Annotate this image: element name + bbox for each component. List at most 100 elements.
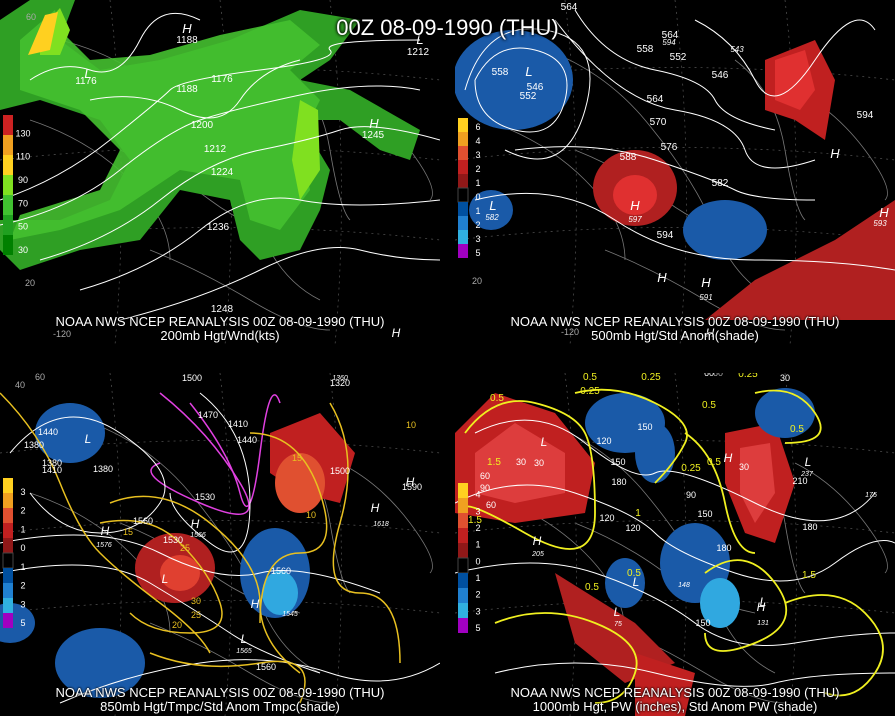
p500-grid-label: 20	[472, 276, 482, 286]
p500-legend-swatch	[458, 244, 468, 258]
p1000-contour-label: 60	[704, 373, 714, 378]
p200-legend-label: 50	[18, 222, 28, 232]
longitude-line	[219, 0, 232, 345]
p1000-contour-label: 30	[780, 373, 790, 383]
coastline-line	[149, 249, 331, 331]
p1000-pressure-center: L	[805, 455, 812, 469]
p1000-legend-label: 2	[475, 590, 480, 600]
p850-temp-label: 15	[123, 527, 133, 537]
p850-grid-label: 40	[15, 380, 25, 390]
p850-temp-contour	[329, 402, 401, 664]
p1000-pressure-center: H	[757, 600, 766, 614]
p1000-pw-label: 1.5	[487, 457, 501, 468]
panel-200mb: 130 110 90 70 50 30 1188 1176 1176 1188 1200 1212 12…	[0, 0, 440, 345]
p1000-pw-label: 1.5	[468, 515, 482, 526]
p850-contour-label: 1560	[133, 516, 153, 526]
p1000-center-value: 175	[865, 492, 877, 499]
p500-legend-swatch	[458, 160, 468, 174]
p200-contour-label: 1245	[362, 130, 385, 141]
p850-temp-label: 15	[292, 453, 302, 463]
p500-legend-label: 2	[475, 220, 480, 230]
p1000-legend-swatch	[458, 603, 468, 618]
p850-contour-label: 1560	[256, 662, 276, 672]
p1000-legend-label: 3	[475, 606, 480, 616]
p850-magenta-contour	[150, 392, 250, 515]
p850-center-value: 1360	[332, 375, 348, 382]
pw-anomaly-shading	[555, 573, 675, 683]
p1000-contour-label: 120	[596, 436, 611, 446]
p850-temp-label: 25	[180, 543, 190, 553]
p850-center-value: 1576	[96, 542, 112, 549]
coastline-line	[794, 462, 888, 574]
p850-pressure-center: H	[251, 597, 260, 611]
temperature-anomaly-shading	[275, 453, 325, 513]
latitude-line	[0, 600, 440, 614]
p1000-pw-label: 0.5	[490, 393, 504, 404]
latitude-line	[455, 600, 895, 614]
p850-temp-contour	[99, 519, 223, 634]
p200-legend-label: 90	[18, 175, 28, 185]
p1000-legend-swatch	[458, 483, 468, 498]
p1000-contour-label: 180	[611, 477, 626, 487]
p200-legend-swatch	[3, 215, 13, 235]
pw-anomaly-shading	[635, 423, 675, 483]
p850-temp-label: 25	[191, 610, 201, 620]
p850-legend-swatch	[2, 552, 14, 569]
p850-contour	[59, 659, 440, 704]
p850-contour	[0, 534, 381, 594]
panel-850mb-caption-field: 850mb Hgt/Tmpc/Std Anom Tmpc(shade)	[100, 699, 340, 714]
p500-contour-label: 558	[492, 67, 509, 78]
map-850mb: 3210123515001380144014701410144013801410…	[0, 373, 440, 716]
p1000-center-value: 148	[678, 582, 690, 589]
p500-legend-swatch	[458, 132, 468, 146]
p850-contour-label: 1560	[271, 566, 291, 576]
p500-contour-label: 564	[647, 94, 664, 105]
p1000-legend-label: 2	[475, 523, 480, 533]
p200-axis-mark: H	[392, 326, 401, 340]
p1000-legend-swatch	[458, 513, 468, 528]
p850-contour-label: 1380	[42, 458, 62, 468]
p500-contour-label: 558	[637, 44, 654, 55]
wind-speed-shading	[28, 12, 58, 55]
panel-1000mb: 4 3 2 1 0 1 2 3 5 60 90 30 120 150 180 90 120 150 180 60 30 1…	[455, 373, 895, 716]
p200-contour-label: 1236	[207, 222, 230, 233]
wind-speed-shading	[292, 100, 320, 200]
p1000-legend-label: 0	[475, 556, 480, 566]
height-anomaly-shading	[683, 200, 767, 260]
p500-pressure-center: L	[525, 64, 532, 79]
p1000-pw-contour	[784, 594, 884, 697]
longitude-line	[564, 0, 577, 345]
p1000-pressure-center: L	[760, 595, 767, 609]
p500-legend-label: 6	[475, 122, 480, 132]
p1000-pw-contour	[704, 559, 788, 652]
p500-legend-label: 0	[475, 192, 480, 202]
pw-anomaly-shading	[740, 443, 775, 523]
p200-contour	[79, 197, 440, 291]
p850-legend-label: 3	[20, 487, 25, 497]
longitude-line	[329, 0, 342, 345]
p1000-contour-label: 60	[480, 471, 490, 481]
height-anomaly-shading	[469, 190, 513, 230]
p850-contour	[9, 416, 166, 534]
p500-contour-label: 552	[670, 52, 687, 63]
p1000-legend-label: 5	[475, 623, 480, 633]
p200-contour-label: 1248	[211, 304, 234, 315]
p850-legend-swatch	[3, 583, 13, 598]
p850-legend-swatch	[3, 493, 13, 508]
height-anomaly-shading	[455, 30, 573, 130]
p850-temp-contour	[149, 652, 306, 704]
p1000-contour-label: 150	[697, 509, 712, 519]
p1000-contour-label: 180	[716, 543, 731, 553]
p850-contour-label: 1440	[237, 435, 257, 445]
p1000-legend-swatch	[458, 618, 468, 633]
temperature-anomaly-shading	[262, 571, 298, 615]
p850-temp-label: 20	[172, 620, 182, 630]
p1000-pressure-center: L	[633, 575, 640, 589]
p200-contour-label: 1212	[407, 47, 430, 58]
panel-500mb-caption-field: 500mb Hgt/Std Anom(shade)	[591, 328, 759, 343]
p1000-contour-label: 210	[792, 476, 807, 486]
coastline-line	[339, 462, 433, 574]
p850-legend-label: 5	[20, 618, 25, 628]
pw-anomaly-shading	[635, 653, 695, 716]
p1000-legend-label: 1	[475, 540, 480, 550]
